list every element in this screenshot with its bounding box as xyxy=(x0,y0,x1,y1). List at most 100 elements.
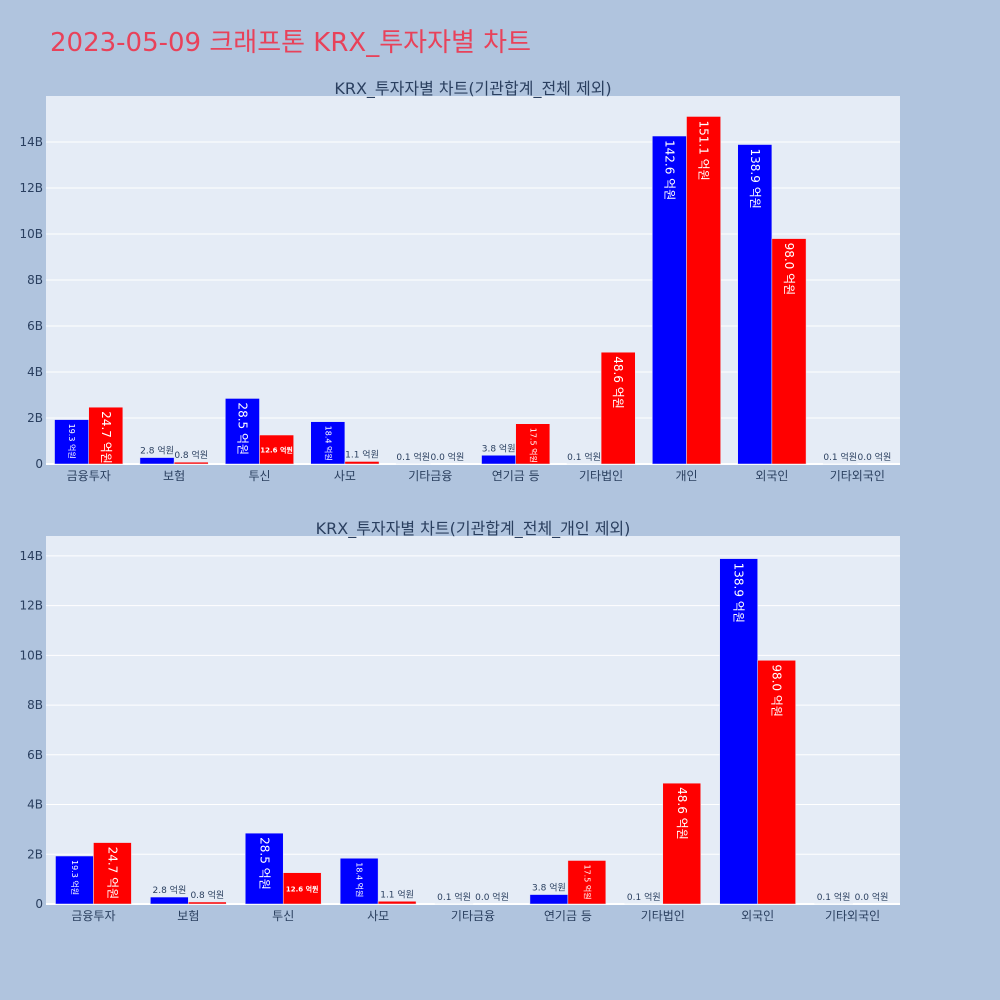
x-tick-label: 기타외국인 xyxy=(825,909,880,923)
x-tick-label: 외국인 xyxy=(741,909,774,923)
x-tick-label: 기타금융 xyxy=(451,909,495,923)
y-tick-label: 8B xyxy=(27,698,43,712)
bar xyxy=(662,782,701,905)
bar xyxy=(686,116,721,465)
data-label: 19.3 억원 xyxy=(67,424,77,459)
y-tick-label: 12B xyxy=(19,181,43,195)
data-label: 0.8 억원 xyxy=(190,889,224,901)
bar xyxy=(737,144,773,465)
data-label: 3.8 억원 xyxy=(482,442,516,454)
x-tick-label: 기타법인 xyxy=(641,909,685,923)
data-label: 17.5 억원 xyxy=(582,864,592,899)
data-label: 0.8 억원 xyxy=(174,449,208,461)
bar xyxy=(771,238,807,465)
data-label: 0.1 억원 xyxy=(396,451,430,463)
data-label: 1.1 억원 xyxy=(345,448,379,460)
data-label: 18.4 억원 xyxy=(323,426,333,461)
data-label: 138.9 억원 xyxy=(732,563,746,623)
y-tick-label: 12B xyxy=(19,599,43,613)
bar xyxy=(88,406,124,465)
bar xyxy=(225,398,260,465)
data-label: 0.1 억원 xyxy=(627,891,661,903)
bar xyxy=(339,857,379,905)
data-label: 19.3 억원 xyxy=(70,860,80,895)
y-tick-label: 14B xyxy=(19,135,43,149)
data-label: 48.6 억원 xyxy=(611,356,625,409)
bar xyxy=(245,832,284,905)
bar xyxy=(719,558,758,905)
data-label: 17.5 억원 xyxy=(528,428,538,463)
data-label: 0.0 억원 xyxy=(855,891,889,903)
x-tick-label: 연기금 등 xyxy=(492,469,540,483)
x-tick-label: 금융투자 xyxy=(67,469,111,483)
bar xyxy=(259,434,294,465)
data-label: 0.0 억원 xyxy=(858,451,892,463)
y-tick-label: 10B xyxy=(19,648,43,662)
data-label: 98.0 억원 xyxy=(782,243,796,296)
bar xyxy=(652,135,687,465)
data-label: 28.5 억원 xyxy=(235,402,249,455)
data-label: 2.8 억원 xyxy=(140,445,174,457)
data-label: 18.4 억원 xyxy=(355,862,365,897)
chart-2: 0 2B 4B 6B 8B 10B 12B 14B KRX_투자자별 차트(기관합계_전체_개인… xyxy=(19,519,900,923)
x-tick-label: 사모 xyxy=(334,469,356,483)
y-tick-label: 0 xyxy=(35,457,43,471)
bar xyxy=(344,461,380,465)
x-tick-label: 보험 xyxy=(177,909,199,923)
data-label: 138.9 억원 xyxy=(748,149,762,209)
y-tick-label: 2B xyxy=(27,847,43,861)
x-tick-label: 기타법인 xyxy=(579,469,623,483)
data-label: 2.8 억원 xyxy=(152,884,186,896)
bar xyxy=(529,894,569,905)
chart-title: KRX_투자자별 차트(기관합계_전체 제외) xyxy=(334,79,611,99)
x-tick-label: 기타금융 xyxy=(408,469,452,483)
y-tick-label: 4B xyxy=(27,365,43,379)
bar xyxy=(282,872,322,905)
bar xyxy=(173,461,209,465)
bar xyxy=(377,901,417,905)
bar xyxy=(515,423,551,465)
x-tick-label: 사모 xyxy=(367,909,389,923)
bar xyxy=(55,855,94,905)
bar xyxy=(757,660,796,905)
bar xyxy=(600,351,636,465)
y-tick-label: 8B xyxy=(27,273,43,287)
chart-1: 0 2B 4B 6B 8B 10B 12B 14B KRX_투자자별 차트(기관합계_전체 제외… xyxy=(19,79,900,483)
y-tick-label: 10B xyxy=(19,227,43,241)
data-label: 142.6 억원 xyxy=(662,140,676,200)
x-tick-label: 금융투자 xyxy=(71,909,115,923)
data-label: 48.6 억원 xyxy=(675,787,689,840)
data-label: 0.1 억원 xyxy=(567,451,601,463)
data-label: 12.6 억원 xyxy=(286,884,319,893)
y-tick-label: 2B xyxy=(27,411,43,425)
bar xyxy=(93,842,132,905)
y-tick-label: 6B xyxy=(27,319,43,333)
x-tick-label: 투신 xyxy=(248,469,270,483)
data-label: 98.0 억원 xyxy=(770,664,784,717)
data-label: 1.1 억원 xyxy=(380,888,414,900)
x-tick-label: 외국인 xyxy=(755,469,788,483)
data-label: 151.1 억원 xyxy=(697,120,711,180)
data-label: 24.7 억원 xyxy=(105,847,119,900)
page-title: 2023-05-09 크래프톤 KRX_투자자별 차트 xyxy=(50,28,532,58)
bar xyxy=(481,455,516,465)
data-label: 28.5 억원 xyxy=(257,837,271,890)
bar xyxy=(310,421,346,465)
y-tick-label: 14B xyxy=(19,549,43,563)
data-label: 0.1 억원 xyxy=(817,891,851,903)
x-tick-label: 개인 xyxy=(675,469,697,483)
chart-title: KRX_투자자별 차트(기관합계_전체_개인 제외) xyxy=(316,519,631,539)
bar xyxy=(139,457,175,465)
y-tick-label: 0 xyxy=(35,897,43,911)
x-tick-label: 보험 xyxy=(163,469,185,483)
bar xyxy=(188,901,227,905)
y-tick-label: 6B xyxy=(27,748,43,762)
data-label: 12.6 억원 xyxy=(260,446,293,455)
data-label: 3.8 억원 xyxy=(532,882,566,894)
data-label: 24.7 억원 xyxy=(99,411,113,464)
x-tick-label: 투신 xyxy=(272,909,294,923)
y-tick-label: 4B xyxy=(27,798,43,812)
data-label: 0.1 억원 xyxy=(437,891,471,903)
